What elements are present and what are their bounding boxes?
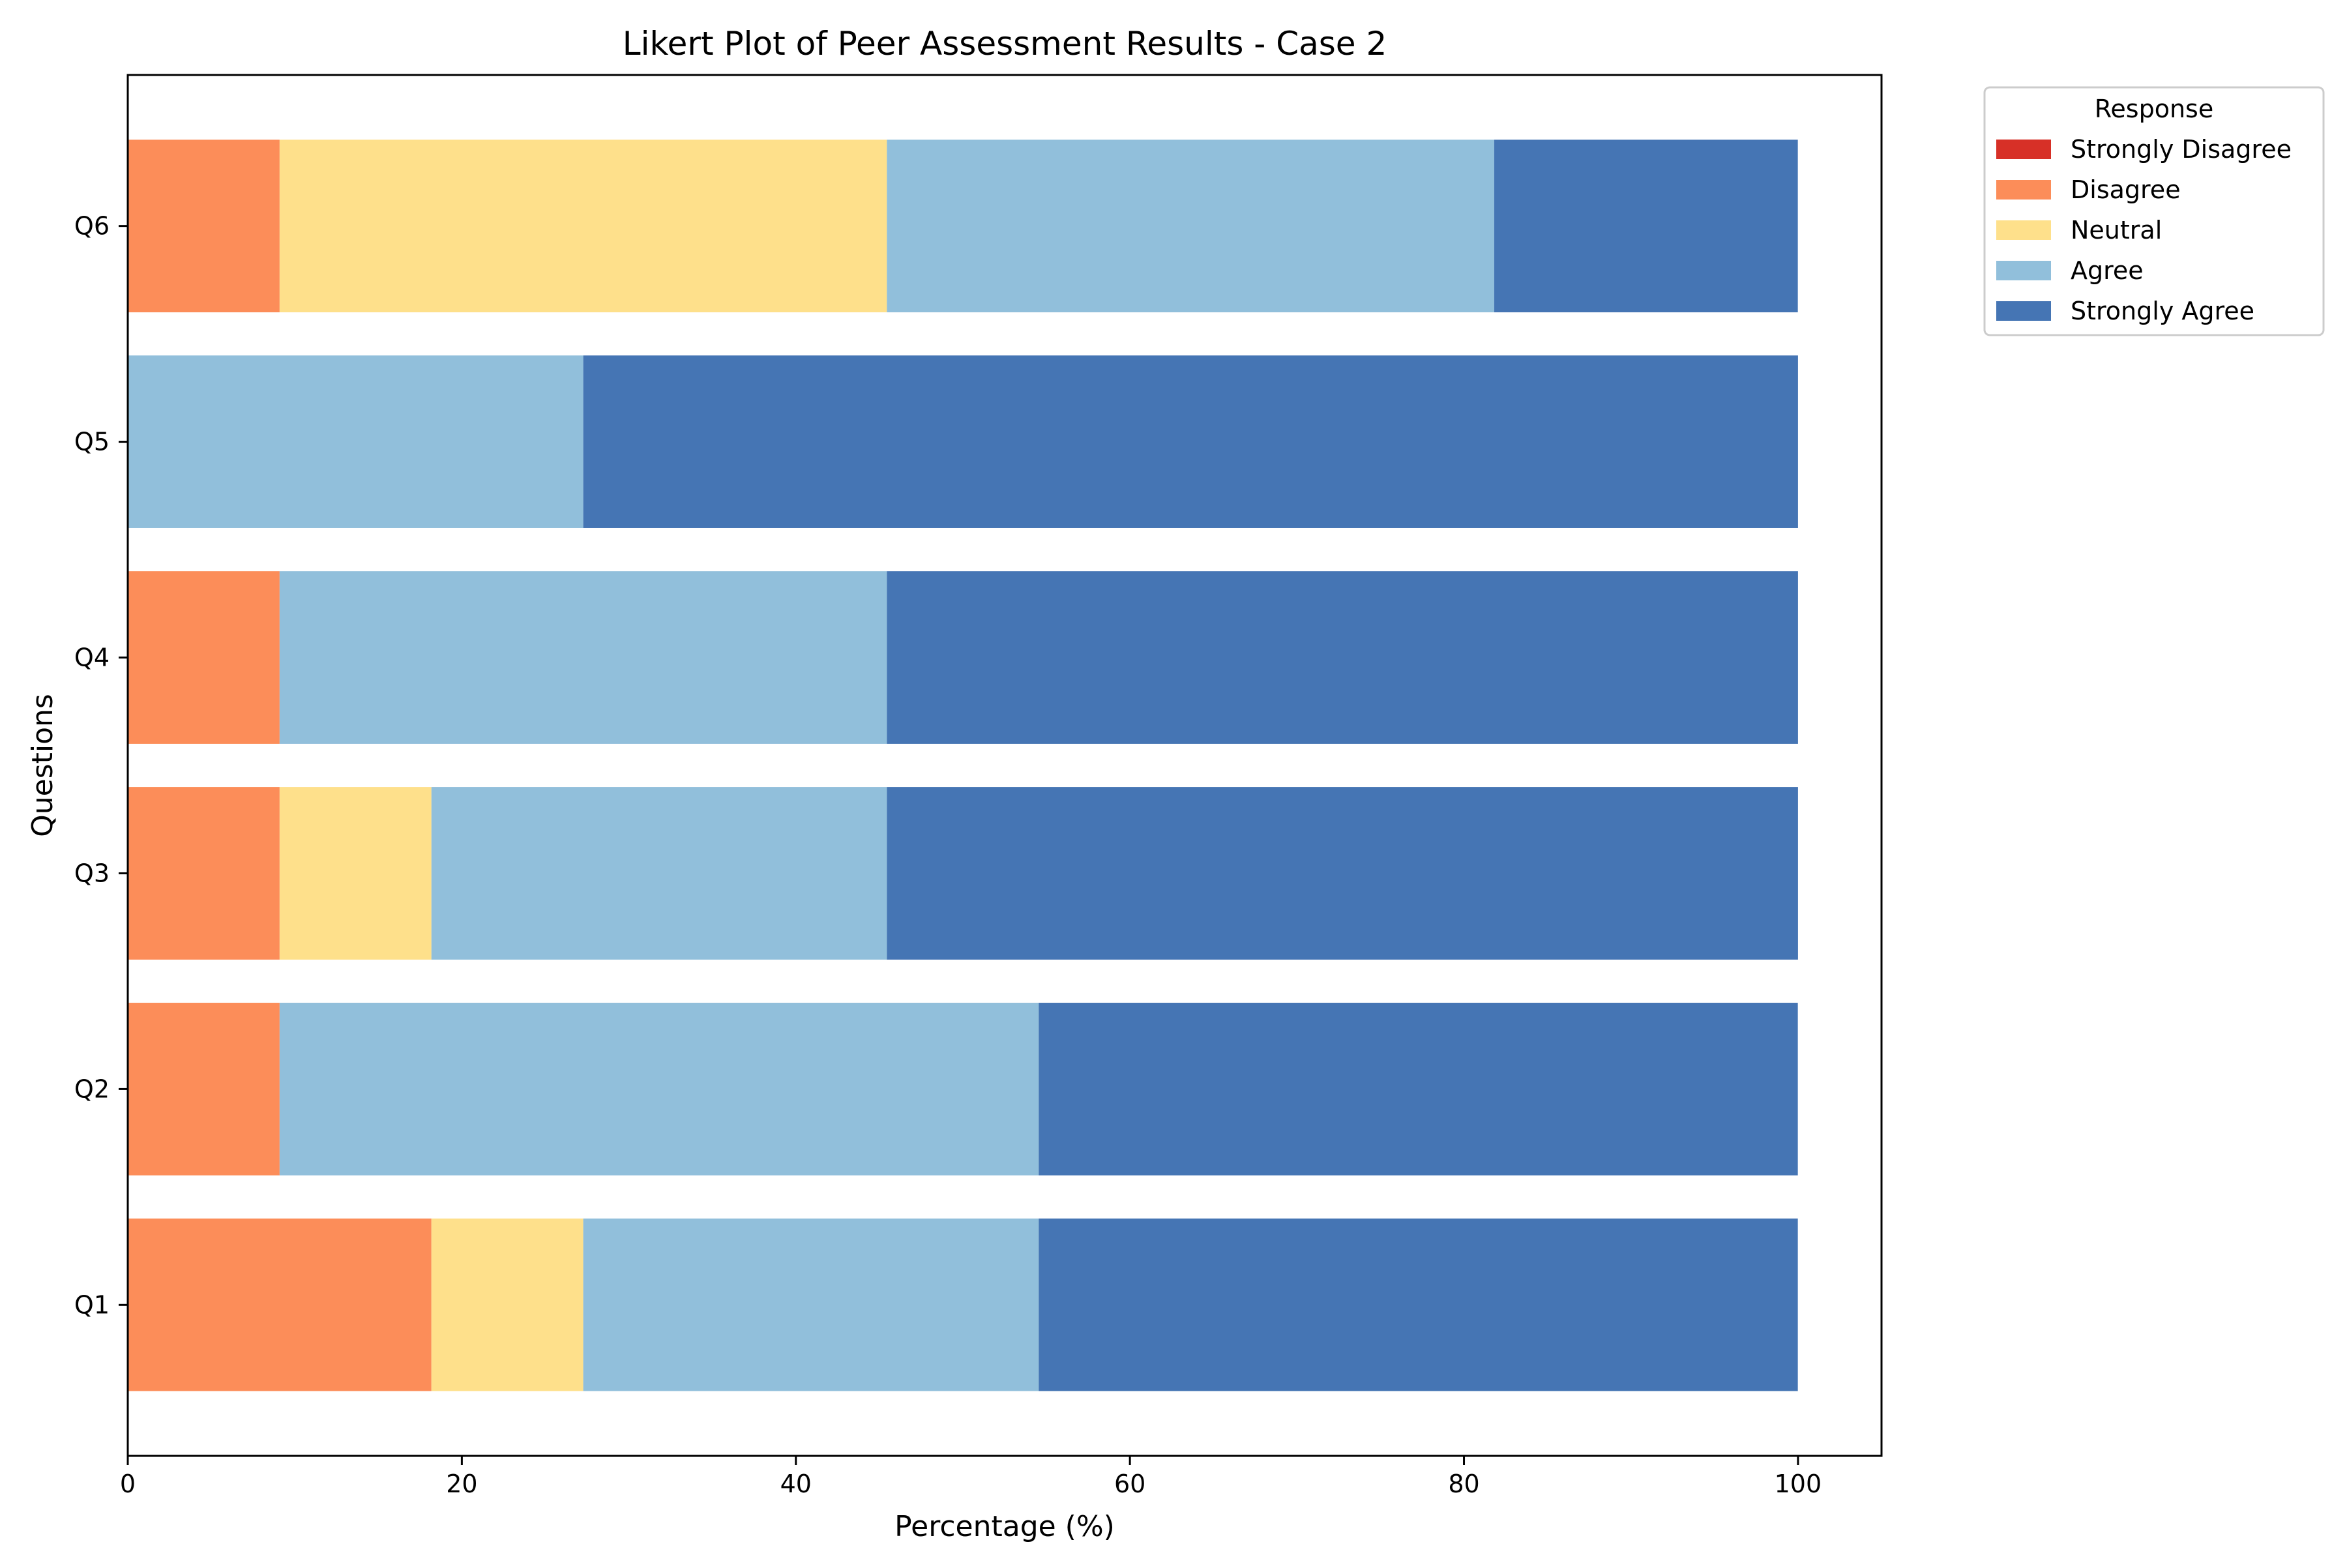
legend-items: Strongly Disagree Disagree Neutral Agree Str…	[1996, 135, 2292, 325]
legend-swatch-strongly-agree	[1996, 301, 2051, 321]
x-tick-label: 0	[120, 1470, 136, 1498]
x-axis-label: Percentage (%)	[894, 1510, 1115, 1543]
y-tick-label: Q3	[74, 859, 110, 887]
bar-q3-agree	[431, 787, 887, 960]
bar-q5-agree	[128, 355, 583, 528]
legend-swatch-strongly-disagree	[1996, 140, 2051, 159]
bar-q4-strongly-agree	[887, 571, 1798, 744]
legend-label-neutral: Neutral	[2071, 216, 2162, 244]
y-tick-label: Q4	[74, 643, 110, 672]
bar-q3-neutral	[279, 787, 432, 960]
bar-q1-disagree	[128, 1218, 432, 1391]
bar-q5-strongly-agree	[583, 355, 1798, 528]
bar-q1-agree	[583, 1218, 1039, 1391]
bar-q6-strongly-agree	[1494, 140, 1798, 313]
y-tick-label: Q2	[74, 1074, 110, 1103]
bar-q3-disagree	[128, 787, 280, 960]
legend-box	[1983, 86, 2325, 336]
bar-q6-agree	[887, 140, 1494, 313]
x-tick-label: 20	[446, 1470, 477, 1498]
legend-label-agree: Agree	[2071, 256, 2144, 285]
y-tick-label: Q6	[74, 212, 110, 241]
legend-label-strongly-disagree: Strongly Disagree	[2071, 135, 2292, 164]
x-tick-label: 80	[1448, 1470, 1479, 1498]
legend: Response Strongly Disagree Disagree Neutra…	[1983, 86, 2325, 336]
y-tick-label: Q5	[74, 428, 110, 456]
legend-label-disagree: Disagree	[2071, 175, 2181, 204]
chart-title: Likert Plot of Peer Assessment Results -…	[623, 25, 1387, 63]
x-tick-label: 40	[780, 1470, 812, 1498]
y-axis-ticks: Q1 Q2 Q3 Q4 Q5 Q6	[74, 212, 128, 1319]
bar-q3-strongly-agree	[887, 787, 1798, 960]
bar-q1-neutral	[431, 1218, 583, 1391]
bars-layer	[128, 140, 1798, 1391]
bar-q2-disagree	[128, 1003, 280, 1176]
bar-q4-disagree	[128, 571, 280, 744]
x-tick-label: 60	[1114, 1470, 1145, 1498]
y-axis-label: Questions	[26, 694, 59, 837]
plot-frame	[126, 74, 1883, 1457]
legend-swatch-disagree	[1996, 180, 2051, 200]
bar-q6-neutral	[279, 140, 887, 313]
bar-q1-strongly-agree	[1039, 1218, 1798, 1391]
legend-title: Response	[2095, 95, 2214, 123]
legend-swatch-neutral	[1996, 220, 2051, 240]
legend-label-strongly-agree: Strongly Agree	[2071, 297, 2254, 325]
bar-q4-agree	[279, 571, 887, 744]
bar-q6-disagree	[128, 140, 280, 313]
bar-q2-strongly-agree	[1039, 1003, 1798, 1176]
legend-swatch-agree	[1996, 261, 2051, 280]
bar-q2-agree	[279, 1003, 1039, 1176]
x-axis-ticks: 0 20 40 60 80 100	[120, 1456, 1822, 1498]
y-tick-label: Q1	[74, 1290, 110, 1319]
x-tick-label: 100	[1775, 1470, 1822, 1498]
